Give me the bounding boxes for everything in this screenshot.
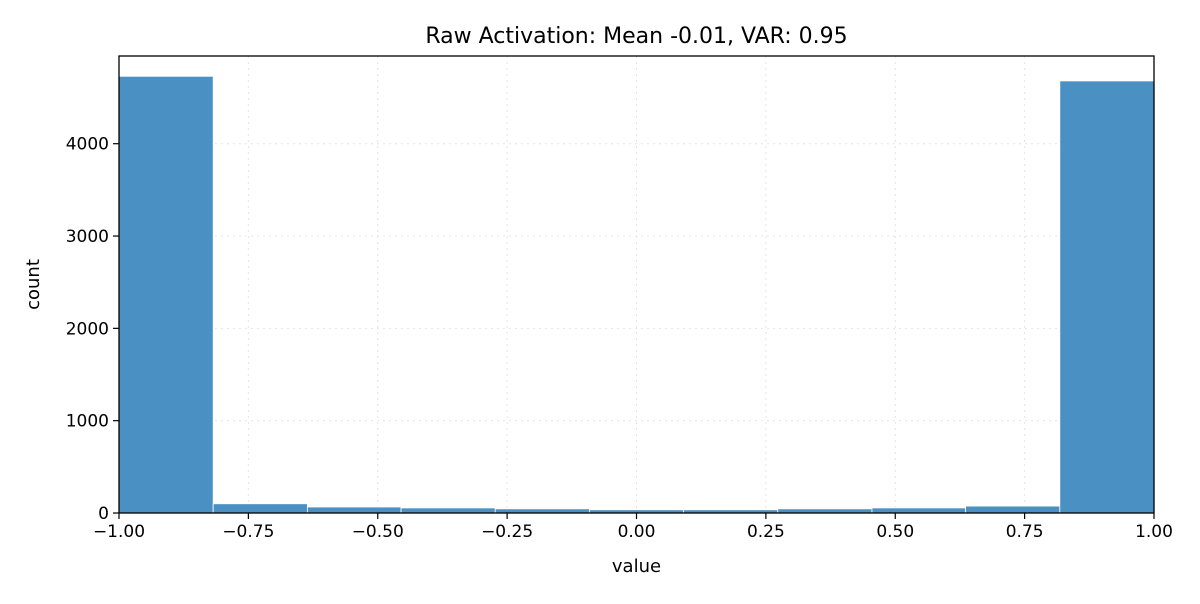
y-tick-label: 3000 xyxy=(66,227,109,247)
grid-lines xyxy=(118,56,1155,514)
histogram-bar xyxy=(118,75,214,514)
y-tick-label: 4000 xyxy=(66,135,109,155)
bars-group xyxy=(118,75,1155,514)
x-tick-label: 0.75 xyxy=(1006,522,1044,542)
x-tick-label: −0.25 xyxy=(481,522,533,542)
chart-title: Raw Activation: Mean -0.01, VAR: 0.95 xyxy=(425,24,847,49)
y-tick-label: 0 xyxy=(98,504,109,524)
y-axis-label: count xyxy=(23,259,44,310)
x-tick-label: 0.25 xyxy=(747,522,785,542)
y-tick-label: 1000 xyxy=(66,412,109,432)
histogram-bar xyxy=(965,505,1061,514)
histogram-bar xyxy=(306,506,402,514)
x-tick-label: −0.50 xyxy=(352,522,404,542)
histogram-bar xyxy=(400,507,496,514)
x-axis-ticks: −1.00 −0.75 −0.50 −0.25 0.00 0.25 0.50 0.75 1.00 xyxy=(93,513,1173,542)
y-axis-ticks: 0 1000 2000 3000 4000 xyxy=(66,135,119,524)
x-tick-label: −0.75 xyxy=(222,522,274,542)
histogram-bar xyxy=(871,507,967,514)
histogram-bar xyxy=(1059,80,1155,514)
histogram-bar xyxy=(212,503,308,514)
x-tick-label: 0.00 xyxy=(618,522,656,542)
x-axis-label: value xyxy=(612,556,661,577)
x-tick-label: −1.00 xyxy=(93,522,145,542)
y-tick-label: 2000 xyxy=(66,319,109,339)
x-tick-label: 0.50 xyxy=(876,522,914,542)
x-tick-label: 1.00 xyxy=(1135,522,1173,542)
